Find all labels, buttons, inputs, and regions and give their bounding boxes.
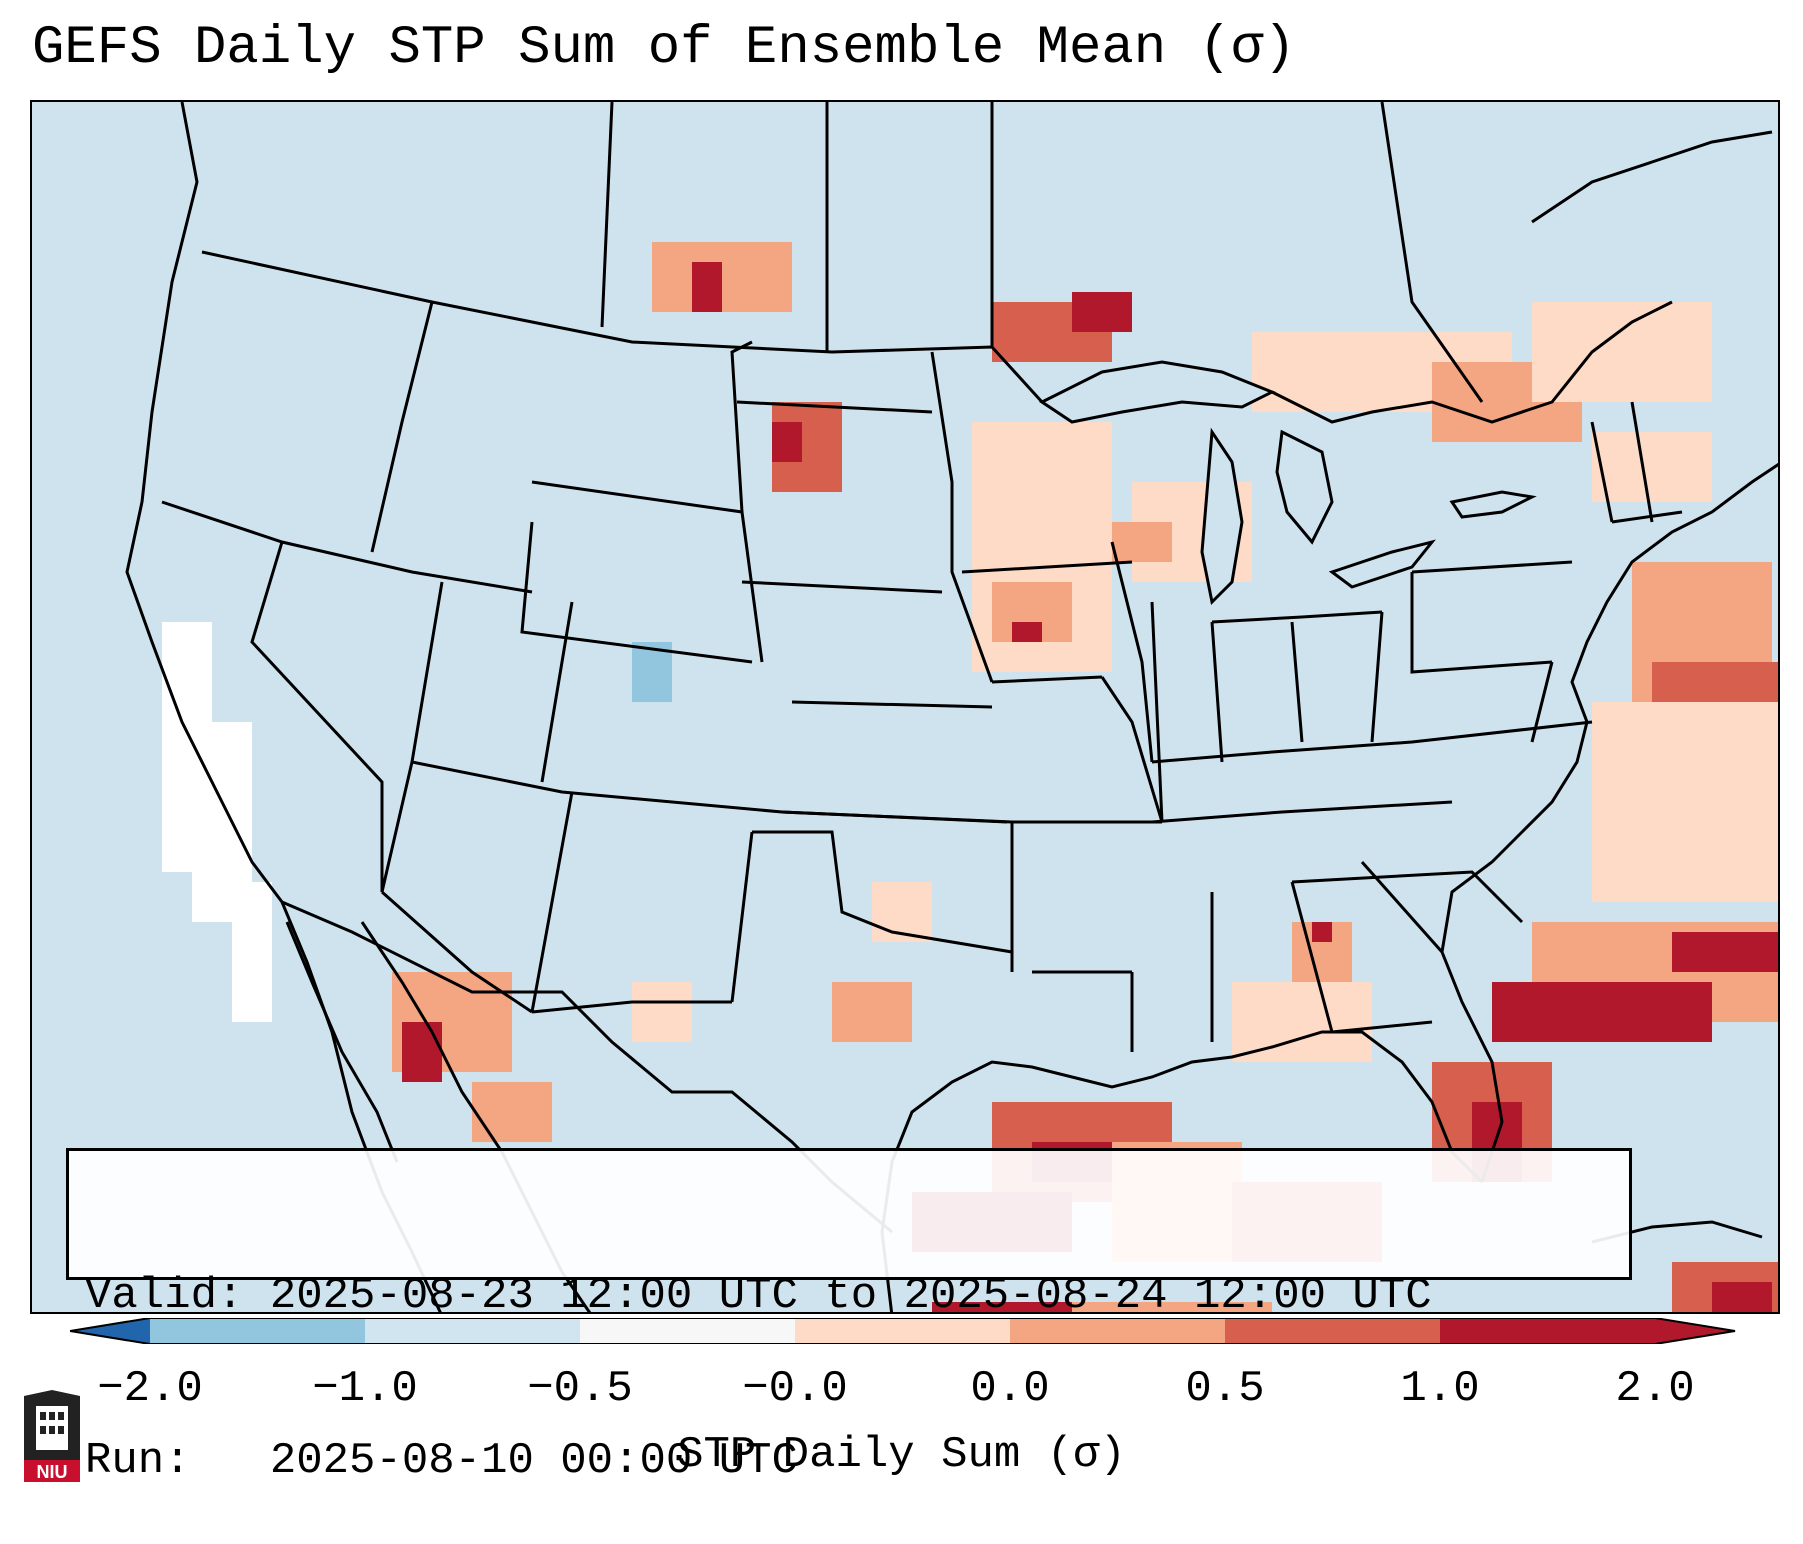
- map-panel[interactable]: [30, 100, 1780, 1314]
- niu-logo: NIU: [24, 1390, 80, 1482]
- lake-huron: [1275, 429, 1334, 545]
- florida-atlantic-coast: [1440, 462, 1778, 1183]
- colorbar-bin: [580, 1318, 795, 1344]
- colorbar-label: STP Daily Sum (σ): [677, 1430, 1126, 1480]
- colorbar-bin: [795, 1318, 1010, 1344]
- canada-northeast-coast: [1531, 130, 1773, 224]
- great-lakes: [1039, 360, 1537, 606]
- colorbar-bin: [1225, 1318, 1440, 1344]
- anomaly-cell: [1492, 982, 1712, 1042]
- anomaly-cell: [232, 882, 272, 1022]
- anomaly-cell: [1712, 1282, 1772, 1312]
- niu-logo-band: [24, 1460, 80, 1482]
- anomaly-cell: [1592, 432, 1712, 502]
- anomaly-cell: [472, 1082, 552, 1142]
- anomaly-cell: [1072, 292, 1132, 332]
- validity-info-box: Valid: 2025-08-23 12:00 UTC to 2025-08-2…: [66, 1148, 1632, 1486]
- colorbar-under-extension: [70, 1318, 150, 1344]
- anomaly-cell: [1012, 622, 1042, 642]
- anomaly-cell: [402, 1022, 442, 1082]
- anomaly-cell: [632, 982, 692, 1042]
- lake-michigan: [1200, 427, 1244, 606]
- anomaly-cell: [832, 982, 912, 1042]
- run-time-text: Run: 2025-08-10 00:00 UTC: [85, 1436, 798, 1486]
- anomaly-cell: [1592, 702, 1778, 902]
- colorbar-bin: [1010, 1318, 1225, 1344]
- anomaly-cell: [1652, 662, 1778, 702]
- colorbar-tick-label: 0.0: [970, 1364, 1050, 1414]
- us-canada-border: [201, 250, 1044, 404]
- colorbar-bin: [150, 1318, 365, 1344]
- map-title: GEFS Daily STP Sum of Ensemble Mean (σ): [32, 18, 1296, 79]
- gulf-coast: [880, 1030, 1484, 1312]
- colorbar-tick-label: 0.5: [1185, 1364, 1265, 1414]
- colorbar-tick-label: −0.0: [742, 1364, 848, 1414]
- anomaly-cell: [1312, 922, 1332, 942]
- anomaly-cell: [692, 262, 722, 312]
- colorbar-tick-label: −2.0: [97, 1364, 203, 1414]
- colorbar: [70, 1318, 1736, 1344]
- lake-erie: [1328, 539, 1436, 589]
- niu-logo-text: NIU: [37, 1462, 68, 1482]
- colorbar-tick-label: −0.5: [527, 1364, 633, 1414]
- anomaly-cell: [772, 422, 802, 462]
- anomaly-cell: [1072, 1302, 1272, 1312]
- lake-ontario: [1449, 490, 1537, 519]
- lake-superior: [1039, 360, 1276, 424]
- anomaly-cell: [872, 882, 932, 942]
- valid-time-text: Valid: 2025-08-23 12:00 UTC to 2025-08-2…: [85, 1271, 1432, 1321]
- stp-map: [32, 102, 1778, 1312]
- anomaly-cell: [1112, 522, 1172, 562]
- baja-peninsula: [285, 921, 399, 1163]
- colorbar-outline: [70, 1318, 1736, 1344]
- colorbar-bin: [1440, 1318, 1655, 1344]
- colorbar-bin: [365, 1318, 580, 1344]
- us-coastline: [125, 102, 442, 1312]
- colorbar-tick-label: 2.0: [1615, 1364, 1695, 1414]
- colorbar-tick-label: 1.0: [1400, 1364, 1480, 1414]
- anomaly-cell: [932, 1302, 1072, 1312]
- anomaly-cell: [1672, 932, 1778, 972]
- state-borders: [161, 102, 1683, 1052]
- anomaly-cell: [1532, 302, 1712, 402]
- anomaly-cell: [1232, 982, 1372, 1062]
- colorbar-tick-label: −1.0: [312, 1364, 418, 1414]
- colorbar-over-extension: [1655, 1318, 1735, 1344]
